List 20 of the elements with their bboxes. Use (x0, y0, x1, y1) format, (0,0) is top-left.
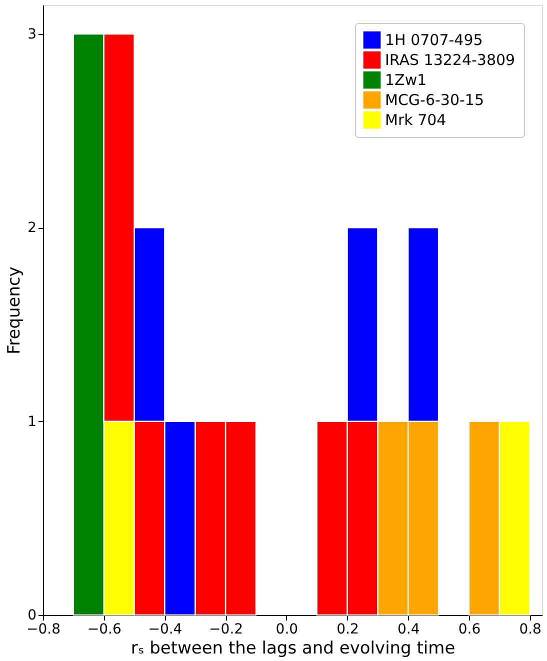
x-axis-title: rₛ between the lags and evolving time (130, 638, 456, 658)
y-tick-label: 0 (28, 608, 36, 624)
legend-label: MCG-6-30-15 (385, 91, 484, 109)
x-tick-label: −0.6 (87, 622, 122, 638)
legend-label: IRAS 13224-3809 (385, 51, 516, 69)
legend-label: 1H 0707-495 (385, 31, 483, 49)
x-tick-label: −0.8 (26, 622, 60, 638)
legend-label: 1Zw1 (385, 71, 427, 89)
x-tick-label: −0.2 (209, 622, 244, 638)
y-tick-label: 3 (28, 26, 36, 43)
x-tick-label: −0.4 (148, 622, 182, 638)
legend-label: Mrk 704 (385, 111, 446, 129)
x-tick-label: 0.4 (397, 622, 420, 638)
y-tick-label: 2 (28, 220, 36, 236)
y-tick-label: 1 (28, 414, 36, 430)
y-axis-title: Frequency (4, 266, 25, 354)
x-tick-label: 0.0 (276, 622, 298, 638)
x-tick-label: 0.8 (519, 622, 542, 638)
x-tick-label: 0.6 (458, 622, 481, 638)
x-tick-label: 0.2 (336, 622, 359, 638)
